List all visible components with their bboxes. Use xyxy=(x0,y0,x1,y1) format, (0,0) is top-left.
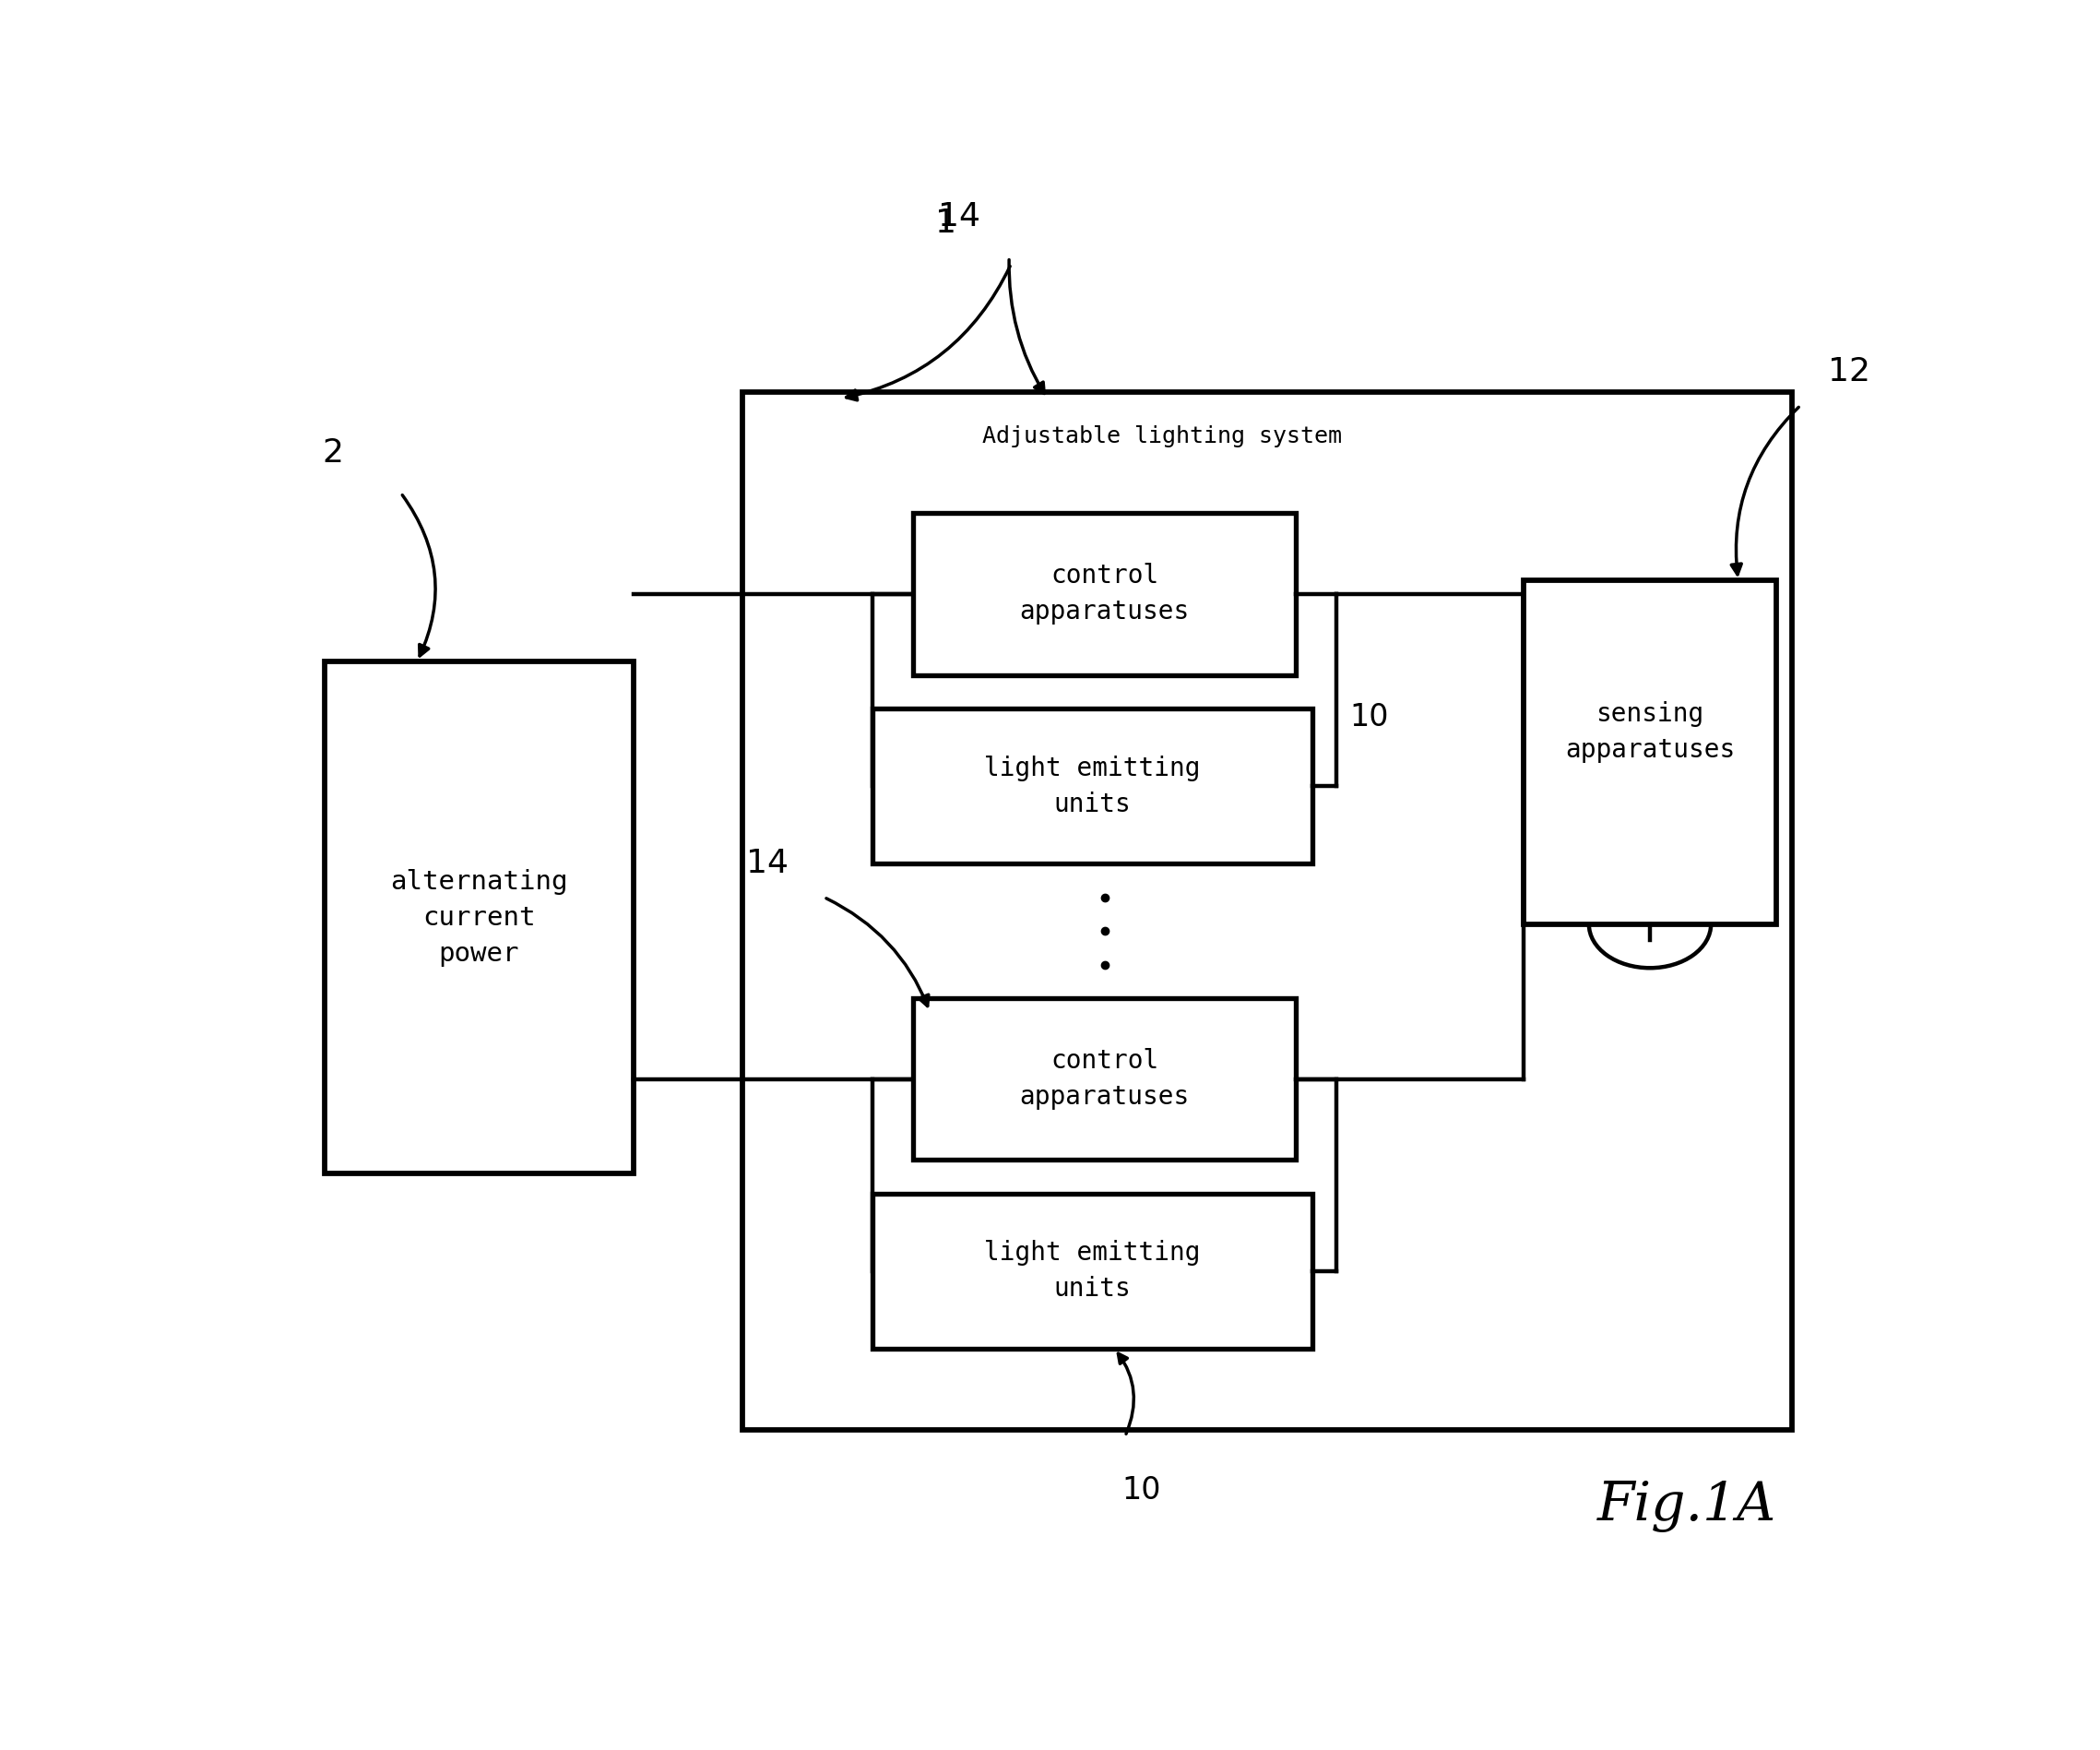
Text: light emitting
units: light emitting units xyxy=(985,756,1201,817)
Text: alternating
current
power: alternating current power xyxy=(391,868,567,966)
Bar xyxy=(874,1194,1312,1349)
Bar xyxy=(874,709,1312,863)
Text: Adjustable lighting system: Adjustable lighting system xyxy=(983,425,1342,448)
Text: control
apparatuses: control apparatuses xyxy=(1021,564,1191,625)
Text: 14: 14 xyxy=(745,847,788,879)
Text: 12: 12 xyxy=(1829,355,1871,387)
Text: 1: 1 xyxy=(934,208,958,240)
Bar xyxy=(743,392,1793,1430)
Bar xyxy=(1525,581,1777,924)
Bar xyxy=(914,513,1296,676)
Text: sensing
apparatuses: sensing apparatuses xyxy=(1564,702,1735,763)
Text: 2: 2 xyxy=(321,438,342,469)
Text: 10: 10 xyxy=(1121,1475,1161,1505)
Text: Fig.1A: Fig.1A xyxy=(1596,1480,1777,1533)
Text: light emitting
units: light emitting units xyxy=(985,1241,1201,1302)
Text: 14: 14 xyxy=(939,201,981,233)
Text: 10: 10 xyxy=(1350,702,1388,732)
Text: control
apparatuses: control apparatuses xyxy=(1021,1048,1191,1110)
Bar xyxy=(914,998,1296,1160)
Bar xyxy=(323,662,634,1174)
